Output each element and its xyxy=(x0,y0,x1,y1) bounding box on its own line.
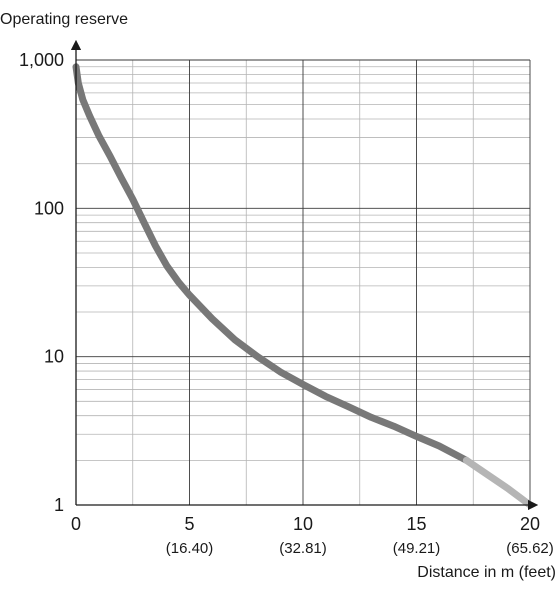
y-tick-label: 1 xyxy=(54,495,64,515)
tick-labels: 1 10 100 1,000 0 5 (16.40) 10 (32.81) 15 (49.21) 20… xyxy=(19,50,554,557)
x-tick-sublabel: (16.40) xyxy=(166,540,214,557)
series-layer xyxy=(72,63,534,509)
x-tick-sublabel: (49.21) xyxy=(393,540,441,557)
y-tick-label: 1,000 xyxy=(19,50,64,70)
y-tick-label: 10 xyxy=(44,347,64,367)
x-tick-label: 15 xyxy=(406,514,426,534)
x-axis-label: Distance in m (feet) xyxy=(417,564,556,581)
x-tick-label: 0 xyxy=(71,514,81,534)
x-tick-label: 5 xyxy=(184,514,194,534)
x-tick-sublabel: (65.62) xyxy=(506,540,554,557)
series-line-1 xyxy=(462,456,534,509)
grid-major xyxy=(76,59,531,505)
x-tick-label: 10 xyxy=(293,514,313,534)
y-axis-label: Operating reserve xyxy=(0,11,128,28)
x-tick-sublabel: (32.81) xyxy=(279,540,327,557)
series-line-0 xyxy=(72,63,470,464)
y-tick-label: 100 xyxy=(34,198,64,218)
x-tick-label: 20 xyxy=(520,514,540,534)
